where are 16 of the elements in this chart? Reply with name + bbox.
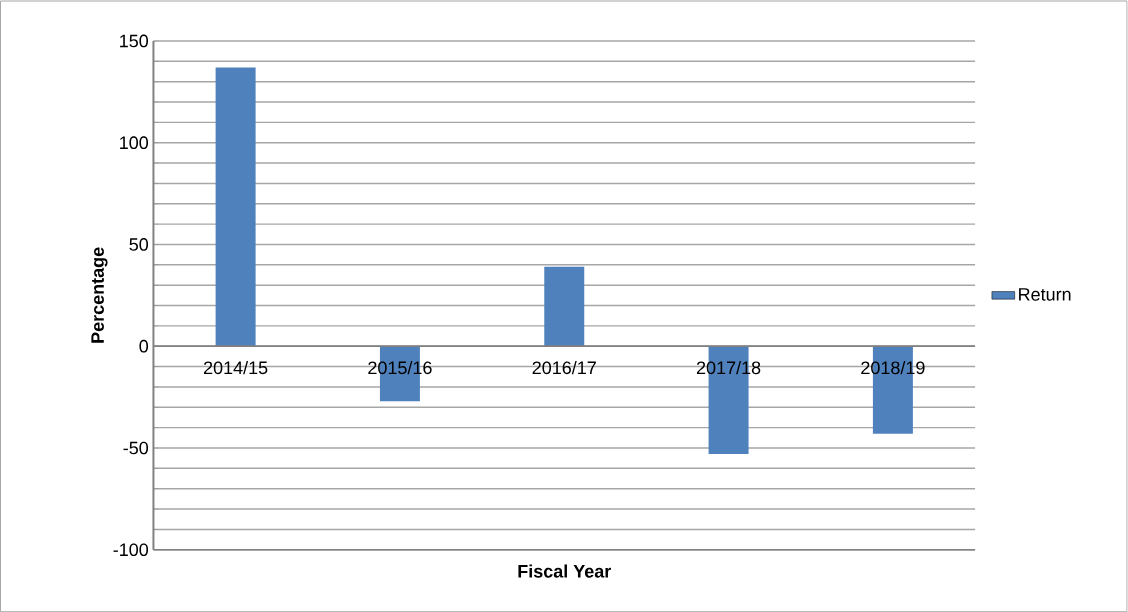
- x-tick-label: 2018/19: [861, 360, 925, 375]
- x-tick-label: 2017/18: [696, 360, 761, 375]
- y-tick-label: 150: [120, 34, 149, 48]
- bar: [215, 67, 256, 347]
- x-tick-label: 2016/17: [532, 360, 596, 375]
- x-tick-label: 2014/15: [203, 360, 268, 375]
- y-tick-label: -50: [123, 441, 149, 455]
- legend-label: Return: [1019, 288, 1071, 301]
- y-tick-label: 50: [129, 238, 149, 251]
- y-tick-label: 100: [120, 136, 149, 149]
- y-tick-label: 0: [139, 339, 149, 353]
- x-tick-label: 2015/16: [368, 360, 432, 375]
- bar: [544, 266, 585, 347]
- x-axis-title: Fiscal Year: [518, 564, 611, 578]
- y-axis-title: Percentage: [91, 247, 108, 343]
- y-tick-label: -100: [113, 543, 149, 556]
